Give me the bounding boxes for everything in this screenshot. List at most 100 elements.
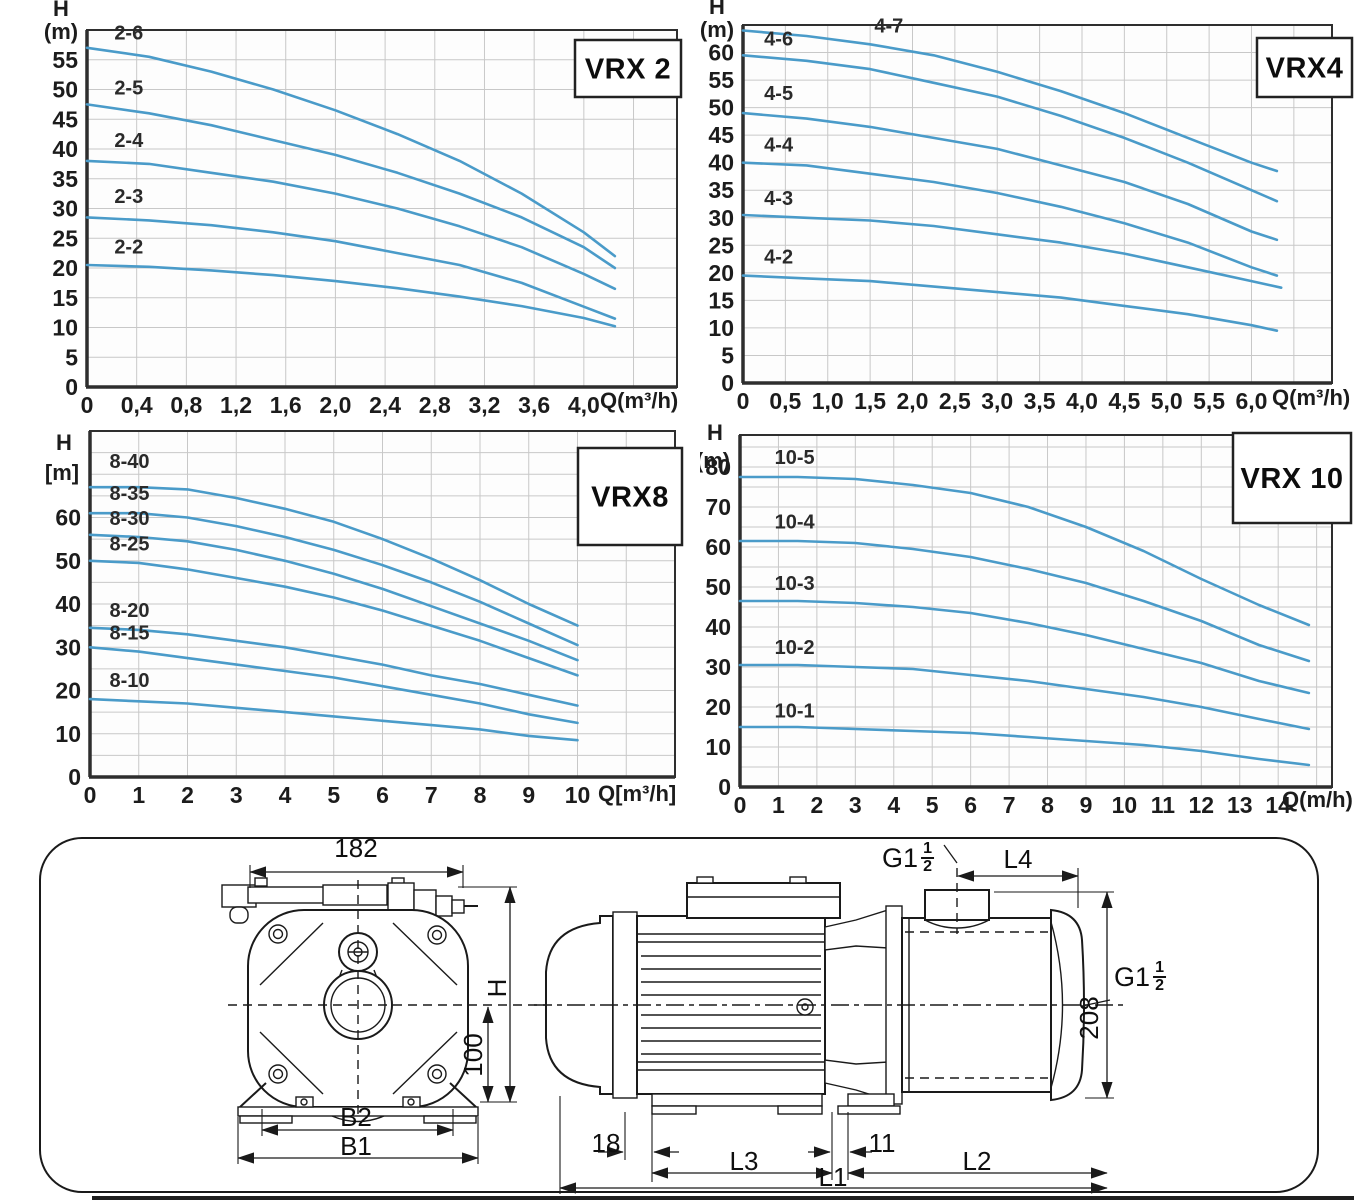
dim-B1: B1 — [340, 1131, 372, 1161]
y-tick: 25 — [52, 225, 78, 251]
y-tick: 25 — [708, 232, 734, 258]
x-tick: 2,5 — [939, 388, 971, 414]
x-tick: 10 — [1112, 792, 1138, 818]
curve-label-4-5: 4-5 — [764, 83, 793, 105]
y-tick: 5 — [721, 342, 734, 368]
curve-2-2 — [85, 263, 617, 328]
curve-label-4-4: 4-4 — [764, 135, 794, 157]
curve-8-20 — [88, 626, 579, 707]
x-tick: 6 — [964, 792, 977, 818]
y-tick: 30 — [55, 634, 81, 660]
y-tick: 5 — [65, 344, 78, 370]
y-tick: 20 — [708, 260, 734, 286]
curve-10-4 — [738, 539, 1311, 663]
curve-4-6 — [741, 54, 1279, 203]
curve-label-8-30: 8-30 — [110, 508, 150, 530]
curve-label-10-5: 10-5 — [775, 447, 815, 469]
y-tick: 45 — [708, 122, 734, 148]
dim-182: 182 — [334, 833, 378, 863]
curve-8-30 — [88, 533, 579, 662]
curve-label-10-3: 10-3 — [775, 573, 815, 595]
y-axis-unit: (m) — [700, 17, 734, 42]
x-tick: 3 — [230, 782, 243, 808]
x-tick: 1,5 — [854, 388, 886, 414]
y-tick: 50 — [708, 95, 734, 121]
dim-L2: L2 — [962, 1146, 992, 1176]
y-axis-title: H — [707, 420, 723, 445]
x-tick: 4 — [887, 792, 900, 818]
x-tick: 2 — [181, 782, 194, 808]
curve-2-3 — [85, 216, 617, 320]
x-tick: 6 — [376, 782, 389, 808]
y-tick: 10 — [55, 721, 81, 747]
x-tick: 1,2 — [220, 392, 252, 418]
x-tick: 1 — [132, 782, 145, 808]
curve-label-2-2: 2-2 — [114, 237, 143, 259]
curve-2-6 — [85, 46, 617, 258]
x-tick: 3,5 — [1024, 388, 1056, 414]
x-tick: 2,4 — [369, 392, 401, 418]
y-tick: 40 — [52, 136, 78, 162]
y-axis-unit: [m] — [45, 460, 79, 485]
x-tick: 4,5 — [1108, 388, 1140, 414]
x-tick: 13 — [1227, 792, 1253, 818]
curve-label-8-40: 8-40 — [110, 451, 150, 473]
thread-size: G1 — [882, 842, 919, 873]
curve-8-40 — [88, 485, 579, 627]
chart-vrx10: 10-5 10-4 10-3 10-2 10-1 0 1 2 3 4 5 6 7 8 9 10 11 12 13 14… — [700, 420, 1354, 820]
x-tick: 5 — [926, 792, 939, 818]
x-tick: 3,2 — [468, 392, 500, 418]
x-axis-title: Q(m³/h) — [1272, 385, 1350, 410]
curve-4-3 — [741, 213, 1283, 289]
chart-canvas-vrx2: 2-6 2-5 2-4 2-3 2-2 0 0,4 0,8 1,2 1,6 2,0 2,4 2,8 3,2… — [44, 0, 683, 418]
curve-label-8-10: 8-10 — [110, 670, 150, 692]
y-tick: 0 — [68, 764, 81, 790]
curve-8-10 — [88, 697, 579, 742]
y-tick: 35 — [52, 166, 78, 192]
y-tick: 20 — [55, 678, 81, 704]
x-tick: 2 — [810, 792, 823, 818]
x-tick: 5 — [327, 782, 340, 808]
dim-208: 208 — [1074, 996, 1104, 1040]
x-axis-title: Q[m³/h] — [598, 781, 676, 806]
y-axis-title: H — [56, 430, 72, 455]
x-tick: 0 — [734, 792, 747, 818]
x-tick: 8 — [474, 782, 487, 808]
y-tick: 15 — [52, 285, 78, 311]
x-tick: 8 — [1041, 792, 1054, 818]
y-tick: 10 — [708, 315, 734, 341]
chart-title: VRX 10 — [1241, 463, 1344, 495]
pump-dimension-drawing — [39, 837, 1319, 1194]
chart-title-box — [1231, 431, 1353, 525]
y-tick: 0 — [65, 374, 78, 400]
y-tick: 60 — [705, 534, 731, 560]
x-tick: 5,5 — [1193, 388, 1225, 414]
curve-8-15 — [88, 646, 579, 725]
chart-canvas-vrx4: 4-7 4-6 4-5 4-4 4-3 4-2 0 0,5 1,0 1,5 2,0 2,5 3,0 3,5… — [700, 0, 1354, 414]
x-tick: 0,4 — [121, 392, 153, 418]
x-tick: 10 — [565, 782, 591, 808]
x-tick: 3,6 — [518, 392, 550, 418]
chart-title: VRX 2 — [585, 54, 671, 86]
curve-label-4-6: 4-6 — [764, 28, 793, 50]
curve-2-5 — [85, 103, 617, 270]
curve-2-4 — [85, 159, 617, 291]
y-tick: 35 — [708, 177, 734, 203]
curve-label-2-5: 2-5 — [114, 77, 143, 99]
x-tick: 9 — [1080, 792, 1093, 818]
y-axis-unit: (m) — [700, 448, 730, 473]
curve-label-8-25: 8-25 — [110, 533, 150, 555]
x-tick: 0,5 — [769, 388, 801, 414]
chart-title-box — [576, 446, 684, 547]
curve-label-10-1: 10-1 — [775, 700, 815, 722]
x-tick: 2,8 — [419, 392, 451, 418]
chart-canvas-vrx8: 8-40 8-35 8-30 8-25 8-208-15 8-10 0 1 2 3 4 5 6 7 8 9 10… — [45, 430, 684, 808]
y-tick: 0 — [718, 774, 731, 800]
curve-label-2-4: 2-4 — [114, 130, 144, 152]
curve-8-35 — [88, 511, 579, 647]
